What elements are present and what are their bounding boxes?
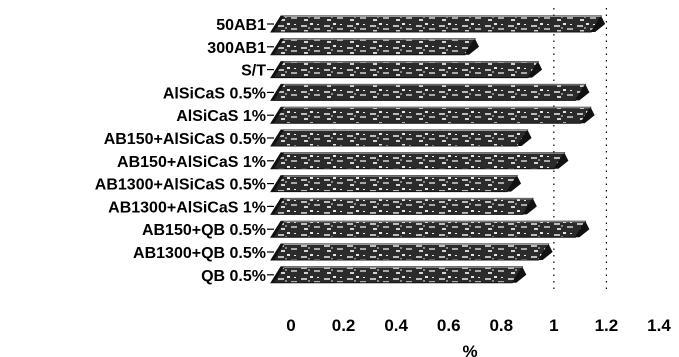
bar-end-cap (522, 198, 537, 215)
bar-end-cap (575, 221, 590, 238)
x-tick-label: 0.8 (489, 316, 513, 335)
bar-face (270, 83, 587, 101)
bar-start-cap (271, 130, 284, 146)
bar-face (270, 38, 476, 56)
category-label: AB150+AlSiCaS 1% (117, 154, 266, 171)
bar-face (270, 61, 539, 79)
x-tick-label: 0.4 (384, 316, 408, 335)
bar-start-cap (271, 38, 284, 55)
bar-face (270, 266, 524, 284)
bar-end-cap (507, 175, 522, 192)
category-label: 50AB1 (216, 17, 266, 34)
bar (270, 266, 527, 284)
category-label: AB1300+AlSiCaS 0.5% (95, 177, 266, 194)
category-label: AlSiCaS 0.5% (163, 85, 266, 102)
bar-start-cap (271, 221, 284, 238)
bar-end-cap (512, 266, 527, 283)
bar (270, 15, 606, 33)
gridlines (553, 8, 608, 292)
bar-face (270, 220, 587, 238)
bar-face (270, 152, 566, 170)
x-tick-label: 1 (549, 316, 558, 335)
bar-start-cap (271, 16, 284, 32)
bar-face (270, 175, 518, 193)
bar-end-cap (591, 16, 606, 32)
bar (270, 38, 479, 56)
x-tick-label: 0.6 (437, 316, 461, 335)
bar-start-cap (271, 107, 284, 124)
x-tick-label: 1.2 (595, 316, 619, 335)
bar-face (270, 15, 603, 33)
category-label: QB 0.5% (201, 268, 266, 285)
bar-start-cap (271, 266, 284, 283)
category-label: AB1300+QB 0.5% (133, 245, 266, 262)
bar-end-cap (580, 107, 595, 124)
x-tick-label: 0.2 (332, 316, 356, 335)
bar-end-cap (554, 152, 569, 169)
x-tick-label: 1.4 (647, 316, 671, 335)
bar-start-cap (271, 175, 284, 192)
category-label: AB150+AlSiCaS 0.5% (104, 131, 266, 148)
bar (270, 129, 532, 147)
x-axis-ticks: 0 0.2 0.4 0.6 0.8 1 1.2 1.4 (286, 316, 671, 335)
bar-face (270, 243, 550, 261)
bar (270, 61, 543, 79)
bar-start-cap (271, 84, 284, 101)
bar (270, 106, 595, 124)
category-label: AlSiCaS 1% (176, 108, 266, 125)
bar-end-cap (517, 130, 532, 146)
bar-start-cap (271, 198, 284, 215)
bar-end-cap (538, 244, 553, 260)
bar-face (270, 197, 534, 215)
bar-start-cap (271, 152, 284, 169)
bar-end-cap (575, 84, 590, 101)
x-tick-label: 0 (286, 316, 295, 335)
bar-end-cap (528, 61, 543, 78)
x-axis-title: % (462, 342, 477, 357)
category-labels: 50AB1 300AB1 S/T AlSiCaS 0.5% AlSiCaS 1% AB15… (95, 17, 274, 285)
bar (270, 197, 537, 215)
bar (270, 152, 569, 170)
category-label: AB150+QB 0.5% (142, 222, 266, 239)
bar (270, 175, 522, 193)
bars (270, 15, 606, 284)
bar-face (270, 129, 529, 147)
bar-start-cap (271, 244, 284, 260)
bar (270, 83, 590, 101)
bar-end-cap (465, 38, 479, 55)
category-label: 300AB1 (207, 40, 266, 57)
bar (270, 243, 553, 261)
bar-start-cap (271, 61, 284, 78)
category-label: AB1300+AlSiCaS 1% (108, 199, 266, 216)
bar (270, 220, 590, 238)
bar-face (270, 106, 592, 124)
category-label: S/T (241, 63, 266, 80)
